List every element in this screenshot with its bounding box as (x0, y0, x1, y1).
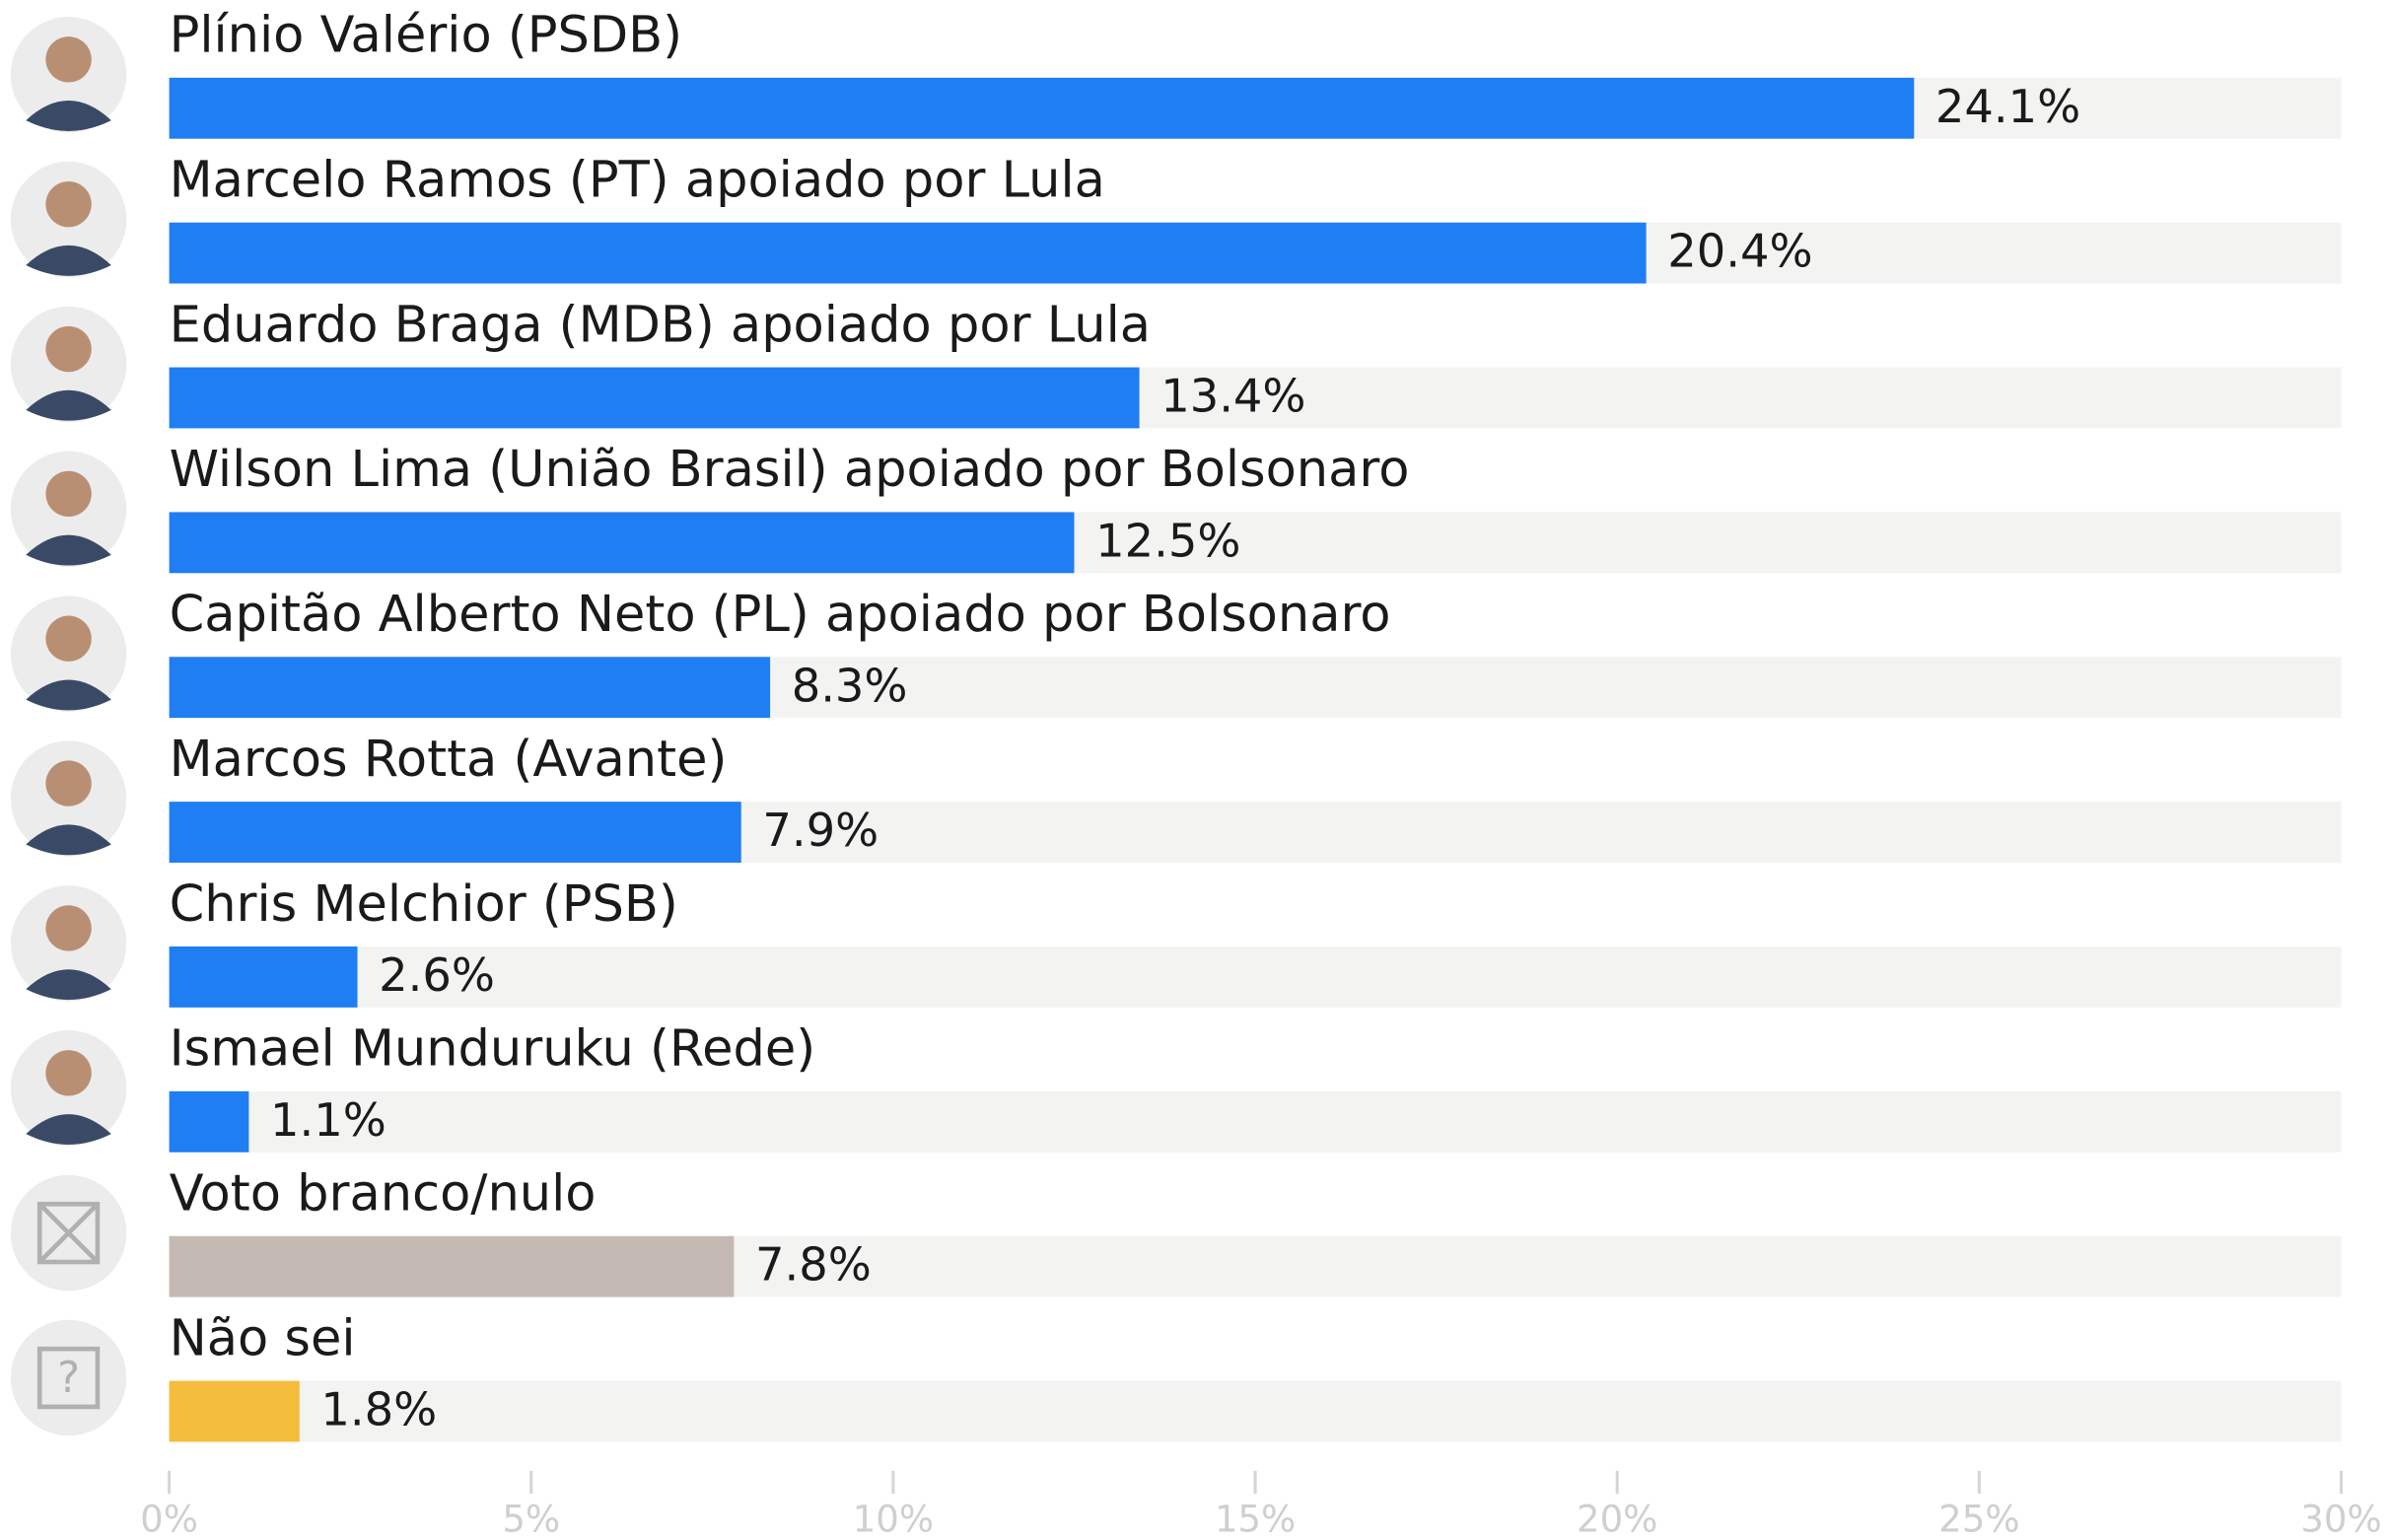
category-label: Wilson Lima (União Brasil) apoiado por B… (170, 441, 1410, 499)
avatar-head (45, 470, 92, 518)
bar (169, 222, 1647, 284)
avatar (10, 306, 127, 423)
avatar-head (45, 760, 92, 806)
avatar-head (45, 615, 92, 662)
bar (169, 1235, 735, 1297)
category-label: Voto branco/nulo (170, 1165, 597, 1224)
x-tick-label: 25% (1938, 1498, 2019, 1540)
avatar-body (26, 969, 111, 1001)
x-tick-label: 15% (1215, 1498, 1296, 1540)
bar (169, 1090, 249, 1153)
avatar-body (26, 1114, 111, 1145)
category-label: Chris Melchior (PSB) (170, 875, 678, 934)
bar (169, 1380, 300, 1442)
bar (169, 512, 1075, 574)
category-label: Não sei (170, 1309, 356, 1367)
value-label: 24.1% (1935, 80, 2080, 133)
value-label: 7.8% (755, 1238, 872, 1292)
category-label: Ismael Munduruku (Rede) (170, 1020, 816, 1079)
avatar-body (26, 534, 111, 566)
avatar (10, 451, 127, 568)
avatar-head (45, 36, 92, 83)
value-label: 2.6% (379, 948, 495, 1002)
value-label: 12.5% (1095, 514, 1240, 567)
avatar-head (45, 180, 92, 228)
x-tick-label: 10% (853, 1498, 934, 1540)
value-label: 1.1% (270, 1093, 387, 1147)
bar-track (169, 1380, 2342, 1442)
x-tick-label: 0% (140, 1498, 198, 1540)
x-tick-label: 30% (2300, 1498, 2381, 1540)
avatar (10, 1174, 127, 1292)
value-label: 13.4% (1160, 370, 1305, 423)
category-label: Marcos Rotta (Avante) (170, 731, 728, 789)
avatar-body (26, 389, 111, 421)
avatar (10, 161, 127, 278)
avatar: ? (10, 1319, 127, 1436)
avatar (10, 1030, 127, 1147)
icon-box (36, 1346, 101, 1410)
bar (169, 802, 741, 863)
category-label: Eduardo Braga (MDB) apoiado por Lula (170, 296, 1151, 354)
icon-x (37, 1202, 100, 1264)
avatar-head (45, 1050, 92, 1096)
bar-track (169, 1090, 2342, 1153)
avatar-body (26, 679, 111, 711)
avatar-body (26, 245, 111, 276)
avatar-head (45, 325, 92, 373)
icon-question: ? (57, 1354, 80, 1403)
avatar-head (45, 905, 92, 951)
icon-box (36, 1201, 101, 1265)
bar (169, 77, 1915, 139)
category-label: Marcelo Ramos (PT) apoiado por Lula (170, 152, 1105, 210)
avatar (10, 740, 127, 857)
category-label: Plínio Valério (PSDB) (170, 7, 682, 65)
bar (169, 657, 771, 719)
value-label: 20.4% (1667, 225, 1812, 278)
avatar-body (26, 824, 111, 856)
bar (169, 367, 1140, 429)
avatar (10, 885, 127, 1002)
avatar (10, 595, 127, 712)
x-tick-label: 20% (1577, 1498, 1657, 1540)
avatar (10, 17, 127, 133)
bar-track (169, 946, 2342, 1008)
avatar-body (26, 101, 111, 131)
bar (169, 946, 358, 1008)
value-label: 7.9% (762, 804, 879, 857)
category-label: Capitão Alberto Neto (PL) apoiado por Bo… (170, 586, 1391, 644)
value-label: 1.8% (320, 1383, 437, 1436)
x-tick-label: 5% (502, 1498, 560, 1540)
value-label: 8.3% (792, 659, 908, 712)
